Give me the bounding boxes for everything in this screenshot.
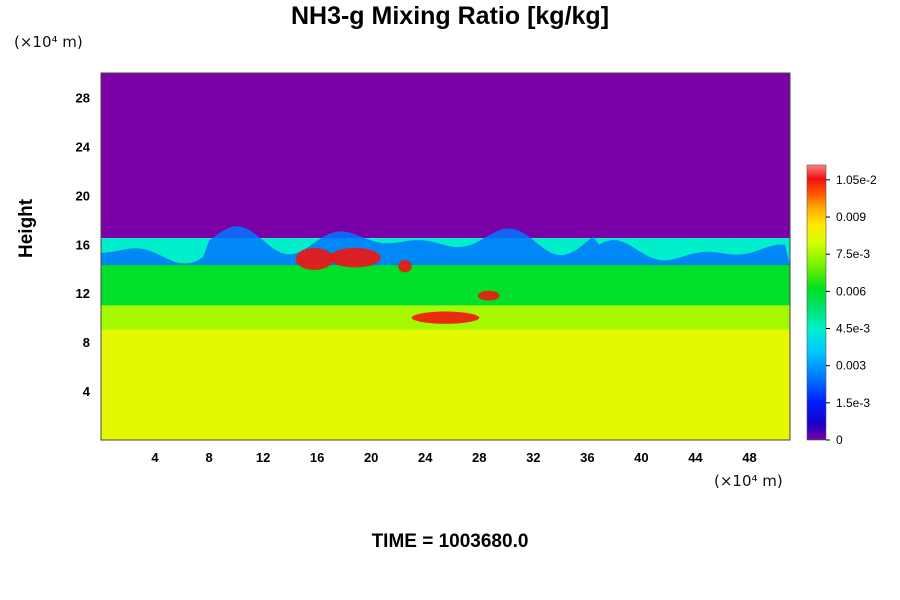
hotspot-1	[329, 247, 381, 268]
x-axis-unit: (×10⁴ m)	[714, 472, 783, 490]
y-axis-unit: (×10⁴ m)	[14, 33, 83, 51]
cloud-top-edge	[101, 226, 790, 266]
hotspot-0	[295, 247, 334, 270]
colorbar	[806, 164, 827, 441]
y-tick-label: 4	[83, 384, 91, 399]
colorbar-tick-label: 7.5e-3	[836, 247, 870, 261]
y-tick-label: 12	[76, 286, 90, 301]
colorbar-tick-label: 0.009	[836, 210, 866, 224]
colorbar-tick-label: 0.003	[836, 359, 866, 373]
colorbar-tick-label: 1.5e-3	[836, 396, 870, 410]
x-tick-label: 4	[151, 450, 159, 465]
hotspot-2	[477, 290, 500, 301]
colorbar-tick-label: 0	[836, 433, 843, 447]
field-layer-0	[101, 73, 790, 239]
x-tick-label: 16	[310, 450, 324, 465]
hotspot-3	[398, 260, 412, 273]
x-tick-label: 20	[364, 450, 378, 465]
x-tick-label: 8	[205, 450, 212, 465]
x-tick-label: 32	[526, 450, 540, 465]
colorbar-tick-label: 0.006	[836, 284, 866, 298]
chart-title: NH3-g Mixing Ratio [kg/kg]	[290, 2, 610, 30]
y-tick-label: 24	[76, 139, 91, 154]
x-tick-label: 24	[418, 450, 433, 465]
x-tick-label: 36	[580, 450, 594, 465]
time-label: TIME = 1003680.0	[371, 531, 529, 552]
colorbar-tick-label: 4.5e-3	[836, 322, 870, 336]
y-tick-label: 28	[76, 90, 90, 105]
field-layer-4	[101, 329, 790, 440]
x-tick-label: 44	[688, 450, 703, 465]
colorbar-tick-label: 1.05e-2	[836, 173, 877, 187]
y-tick-label: 20	[76, 188, 90, 203]
y-tick-label: 8	[83, 335, 90, 350]
field-layer-2	[101, 262, 790, 306]
y-tick-label: 16	[76, 237, 90, 252]
hotspot-4	[411, 311, 480, 324]
x-tick-label: 40	[634, 450, 648, 465]
x-tick-label: 28	[472, 450, 486, 465]
x-tick-label: 12	[256, 450, 270, 465]
x-tick-label: 48	[742, 450, 756, 465]
plot-frame	[100, 72, 791, 441]
